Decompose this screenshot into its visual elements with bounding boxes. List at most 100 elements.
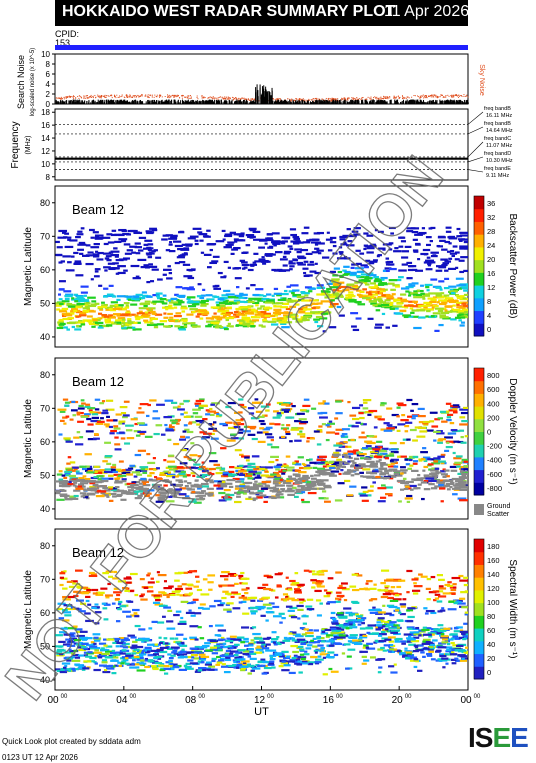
- radar-cell: [374, 415, 382, 418]
- radar-cell: [192, 421, 197, 424]
- radar-cell: [162, 234, 170, 237]
- radar-cell: [277, 298, 287, 302]
- search-noise-point: [217, 100, 219, 104]
- radar-cell: [212, 429, 218, 432]
- search-noise-point: [129, 101, 131, 104]
- radar-cell: [276, 319, 283, 322]
- radar-cell: [225, 493, 235, 497]
- radar-cell: [236, 491, 244, 494]
- radar-cell: [134, 314, 139, 317]
- search-noise-point: [178, 102, 180, 104]
- radar-cell: [446, 250, 451, 253]
- radar-cell: [275, 251, 283, 254]
- radar-cell: [94, 236, 100, 239]
- colorbar-segment: [474, 380, 484, 394]
- radar-cell: [116, 295, 126, 298]
- sky-noise-point: [460, 95, 462, 97]
- sky-noise-point: [329, 98, 331, 100]
- radar-cell: [365, 274, 371, 277]
- radar-cell: [416, 293, 423, 297]
- radar-cell: [88, 321, 92, 324]
- radar-cell: [309, 270, 317, 273]
- sky-noise-point: [141, 95, 143, 97]
- radar-cell: [88, 470, 93, 473]
- radar-cell: [170, 491, 180, 495]
- sky-noise-point: [386, 96, 388, 98]
- radar-cell: [438, 460, 446, 463]
- radar-cell: [316, 293, 323, 296]
- radar-cell: [139, 469, 148, 472]
- radar-cell: [191, 322, 196, 325]
- radar-cell: [272, 416, 281, 419]
- radar-cell: [353, 449, 359, 452]
- radar-cell: [116, 494, 122, 498]
- search-noise-point: [133, 99, 135, 104]
- radar-cell: [165, 427, 174, 430]
- radar-cell: [131, 251, 136, 254]
- sky-noise-point: [197, 98, 199, 100]
- radar-cell: [261, 325, 266, 328]
- radar-cell: [335, 449, 342, 452]
- sky-noise-point: [60, 97, 62, 99]
- radar-cell: [307, 491, 317, 495]
- search-noise-point: [189, 102, 191, 104]
- radar-cell: [265, 238, 274, 242]
- radar-cell: [388, 468, 398, 471]
- radar-cell: [170, 495, 176, 498]
- radar-cell: [108, 284, 114, 287]
- radar-cell: [151, 228, 158, 232]
- sky-noise-point: [169, 96, 171, 98]
- colorbar-label: Doppler Velocity (m s⁻¹): [507, 378, 518, 484]
- radar-cell: [290, 240, 299, 243]
- radar-cell: [71, 325, 76, 329]
- radar-cell: [354, 464, 361, 467]
- sky-noise-point: [419, 95, 421, 97]
- radar-cell: [457, 440, 464, 444]
- radar-cell: [430, 251, 439, 254]
- radar-cell: [350, 312, 359, 315]
- radar-cell: [355, 421, 361, 424]
- radar-cell: [243, 251, 249, 254]
- sky-noise-point: [306, 100, 308, 102]
- radar-cell: [199, 309, 208, 312]
- radar-cell: [273, 287, 279, 291]
- radar-cell: [370, 472, 374, 475]
- radar-cell: [91, 413, 99, 416]
- sky-noise-point: [134, 96, 136, 98]
- radar-cell: [359, 494, 369, 497]
- sky-noise-point: [85, 97, 87, 99]
- radar-cell: [358, 463, 366, 466]
- sky-noise-point: [170, 95, 172, 97]
- radar-cell: [104, 489, 111, 492]
- sky-noise-point: [175, 96, 177, 98]
- radar-cell: [274, 487, 280, 490]
- sky-noise-point: [102, 95, 104, 97]
- radar-cell: [337, 482, 345, 485]
- radar-cell: [433, 460, 441, 463]
- sky-noise-point: [451, 96, 453, 98]
- radar-cell: [71, 298, 80, 301]
- sky-noise-point: [420, 96, 422, 98]
- radar-cell: [299, 435, 306, 438]
- sky-noise-point: [275, 100, 277, 102]
- radar-cell: [370, 462, 378, 465]
- search-noise-point: [289, 101, 291, 104]
- radar-cell: [60, 577, 68, 580]
- radar-cell: [461, 302, 467, 305]
- radar-cell: [301, 491, 306, 494]
- sky-noise-point: [75, 97, 77, 99]
- radar-cell: [152, 417, 161, 420]
- sky-noise-point: [167, 96, 169, 98]
- search-noise-point: [113, 102, 115, 104]
- radar-cell: [278, 321, 287, 324]
- radar-cell: [108, 477, 114, 480]
- radar-cell: [100, 492, 106, 495]
- radar-cell: [208, 467, 216, 471]
- search-noise-point: [413, 99, 415, 104]
- radar-cell: [278, 470, 287, 473]
- sky-noise-point: [78, 97, 80, 99]
- radar-cell: [326, 282, 334, 286]
- radar-cell: [312, 299, 319, 302]
- radar-cell: [112, 307, 120, 310]
